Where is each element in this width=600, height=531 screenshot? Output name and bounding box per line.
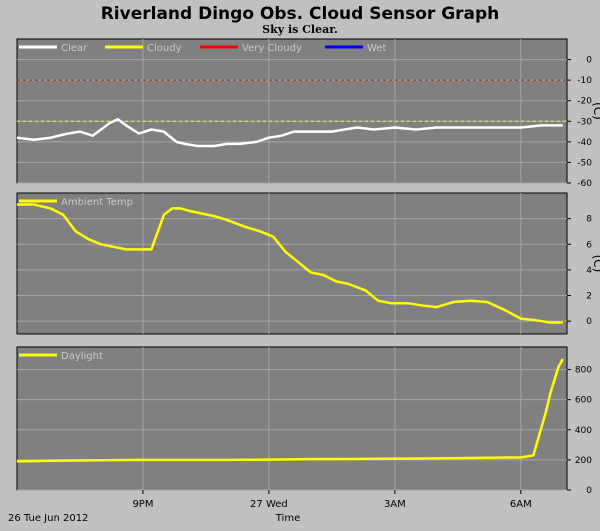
y-tick-label: -30: [577, 117, 592, 127]
x-axis-date-label: 26 Tue Jun 2012: [8, 513, 88, 524]
x-tick-label: 27 Wed: [250, 499, 288, 510]
series-line-ambient-temp: [17, 203, 563, 324]
plot-area-ambient-temperature: [16, 192, 568, 335]
y-tick-label: -40: [577, 138, 592, 148]
y-tick-label: -20: [577, 97, 592, 107]
x-tick-label: 6AM: [510, 499, 532, 510]
legend-entry: Very Cloudy: [242, 43, 302, 54]
y-tick-label: 0: [586, 317, 592, 327]
y-tick-label: 8: [586, 215, 592, 225]
series-line-clear: [16, 117, 563, 148]
y-tick-label: 400: [575, 426, 592, 436]
y-tick-label: -60: [577, 179, 592, 189]
legend-entry: Wet: [367, 43, 386, 54]
chart-subtitle: Sky is Clear.: [262, 23, 338, 36]
y-tick-label: 4: [586, 266, 592, 276]
plot-area-daylight: [16, 346, 568, 491]
chart-panels: 0 -10 -20 -30 -40 -50 -60 (C) Clear Cloudy Very Cl…: [16, 38, 600, 496]
panel-ambient-temperature: 8 6 4 2 0 (C) Ambient Temp: [16, 192, 600, 335]
panel-sky-temperature: 0 -10 -20 -30 -40 -50 -60 (C) Clear Cloudy Very Cl…: [16, 38, 600, 189]
y-axis-label: (C): [591, 102, 600, 120]
series-line-daylight: [16, 358, 564, 463]
legend-entry: Cloudy: [147, 43, 182, 54]
legend-entry: Ambient Temp: [61, 197, 133, 208]
chart-title: Riverland Dingo Obs. Cloud Sensor Graph: [101, 4, 500, 24]
y-axis-label: (C): [591, 255, 600, 273]
y-tick-label: -10: [577, 76, 592, 86]
y-tick-label: 200: [575, 456, 592, 466]
y-tick-label: 2: [586, 292, 592, 302]
panel-daylight: 800 600 400 200 0 Daylight: [16, 346, 592, 496]
y-tick-label: 600: [575, 396, 592, 406]
y-tick-label: 6: [586, 240, 592, 250]
x-tick-label: 9PM: [132, 499, 153, 510]
plot-area-sky-temperature: [16, 38, 568, 184]
y-tick-label: 0: [586, 486, 592, 496]
x-axis-label: Time: [275, 513, 300, 524]
y-tick-label: 800: [575, 366, 592, 376]
y-tick-label: 0: [586, 56, 592, 66]
legend-entry: Clear: [61, 43, 88, 54]
x-axis: 9PM 27 Wed 3AM 6AM: [132, 490, 532, 510]
x-tick-label: 3AM: [384, 499, 406, 510]
y-tick-label: -50: [577, 158, 592, 168]
legend-entry: Daylight: [61, 351, 103, 362]
